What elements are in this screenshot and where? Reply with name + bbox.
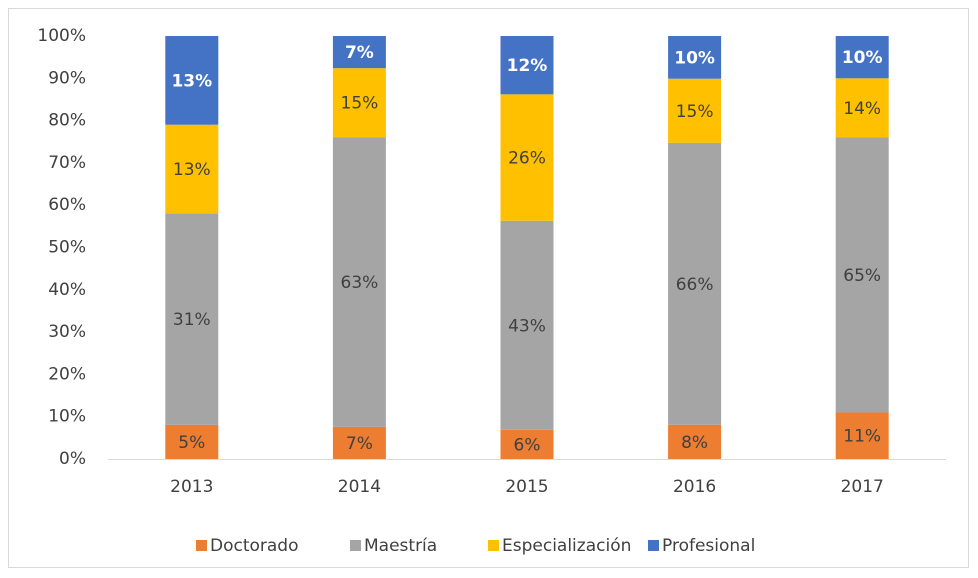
data-label: 6% <box>514 435 541 455</box>
data-label: 10% <box>674 48 715 68</box>
bar-segment <box>835 137 889 413</box>
bar-segment <box>500 36 554 95</box>
legend-marker <box>350 540 361 551</box>
legend-label: Profesional <box>662 536 755 556</box>
data-label: 31% <box>173 310 211 330</box>
x-tick-label: 2014 <box>338 477 381 497</box>
y-tick-label: 100% <box>37 26 86 46</box>
bar-segment <box>668 424 722 459</box>
bar-segment <box>835 412 889 459</box>
y-tick-label: 80% <box>48 111 86 131</box>
data-label: 13% <box>173 160 211 180</box>
data-label: 8% <box>681 433 708 453</box>
bar-segment <box>500 429 554 459</box>
x-tick-label: 2016 <box>673 477 716 497</box>
data-label: 5% <box>178 433 205 453</box>
bar-segment <box>668 142 722 425</box>
chart-border <box>8 8 969 568</box>
bar-segment <box>500 220 554 430</box>
bar-segment <box>835 36 889 79</box>
y-tick-label: 40% <box>48 280 86 300</box>
x-tick-label: 2013 <box>170 477 213 497</box>
data-label: 14% <box>843 99 881 119</box>
legend-marker <box>648 540 659 551</box>
y-tick-label: 50% <box>48 238 86 258</box>
y-tick-label: 30% <box>48 322 86 342</box>
data-label: 10% <box>842 48 883 68</box>
y-tick-label: 20% <box>48 364 86 384</box>
data-label: 15% <box>341 94 379 114</box>
data-label: 15% <box>676 102 714 122</box>
data-label: 43% <box>508 316 546 336</box>
legend-marker <box>488 540 499 551</box>
data-label: 65% <box>843 266 881 286</box>
bar-segment <box>500 94 554 221</box>
x-tick-label: 2017 <box>841 477 884 497</box>
data-label: 13% <box>171 71 212 91</box>
legend-label: Especialización <box>502 536 631 556</box>
x-tick-label: 2015 <box>505 477 548 497</box>
data-label: 12% <box>507 56 548 76</box>
y-tick-label: 70% <box>48 153 86 173</box>
data-label: 63% <box>341 273 379 293</box>
bar-segment <box>668 78 722 143</box>
legend-marker <box>196 540 207 551</box>
bar-segment <box>332 68 386 138</box>
bar-segment <box>668 36 722 79</box>
bar-segment <box>332 426 386 459</box>
data-label: 11% <box>843 427 881 447</box>
data-label: 26% <box>508 149 546 169</box>
y-tick-label: 60% <box>48 195 86 215</box>
y-tick-label: 0% <box>59 449 86 469</box>
legend-label: Maestría <box>364 536 437 556</box>
data-label: 7% <box>345 43 374 63</box>
data-label: 7% <box>346 434 373 454</box>
data-label: 66% <box>676 275 714 295</box>
bar-segment <box>835 78 889 138</box>
bar-segment <box>165 124 219 214</box>
bar-segment <box>332 36 386 69</box>
legend-label: Doctorado <box>210 536 299 556</box>
bar-segment <box>332 137 386 427</box>
bar-segment <box>165 213 219 425</box>
y-tick-label: 90% <box>48 68 86 88</box>
bar-segment <box>165 424 219 459</box>
y-tick-label: 10% <box>48 407 86 427</box>
bar-segment <box>165 36 219 125</box>
